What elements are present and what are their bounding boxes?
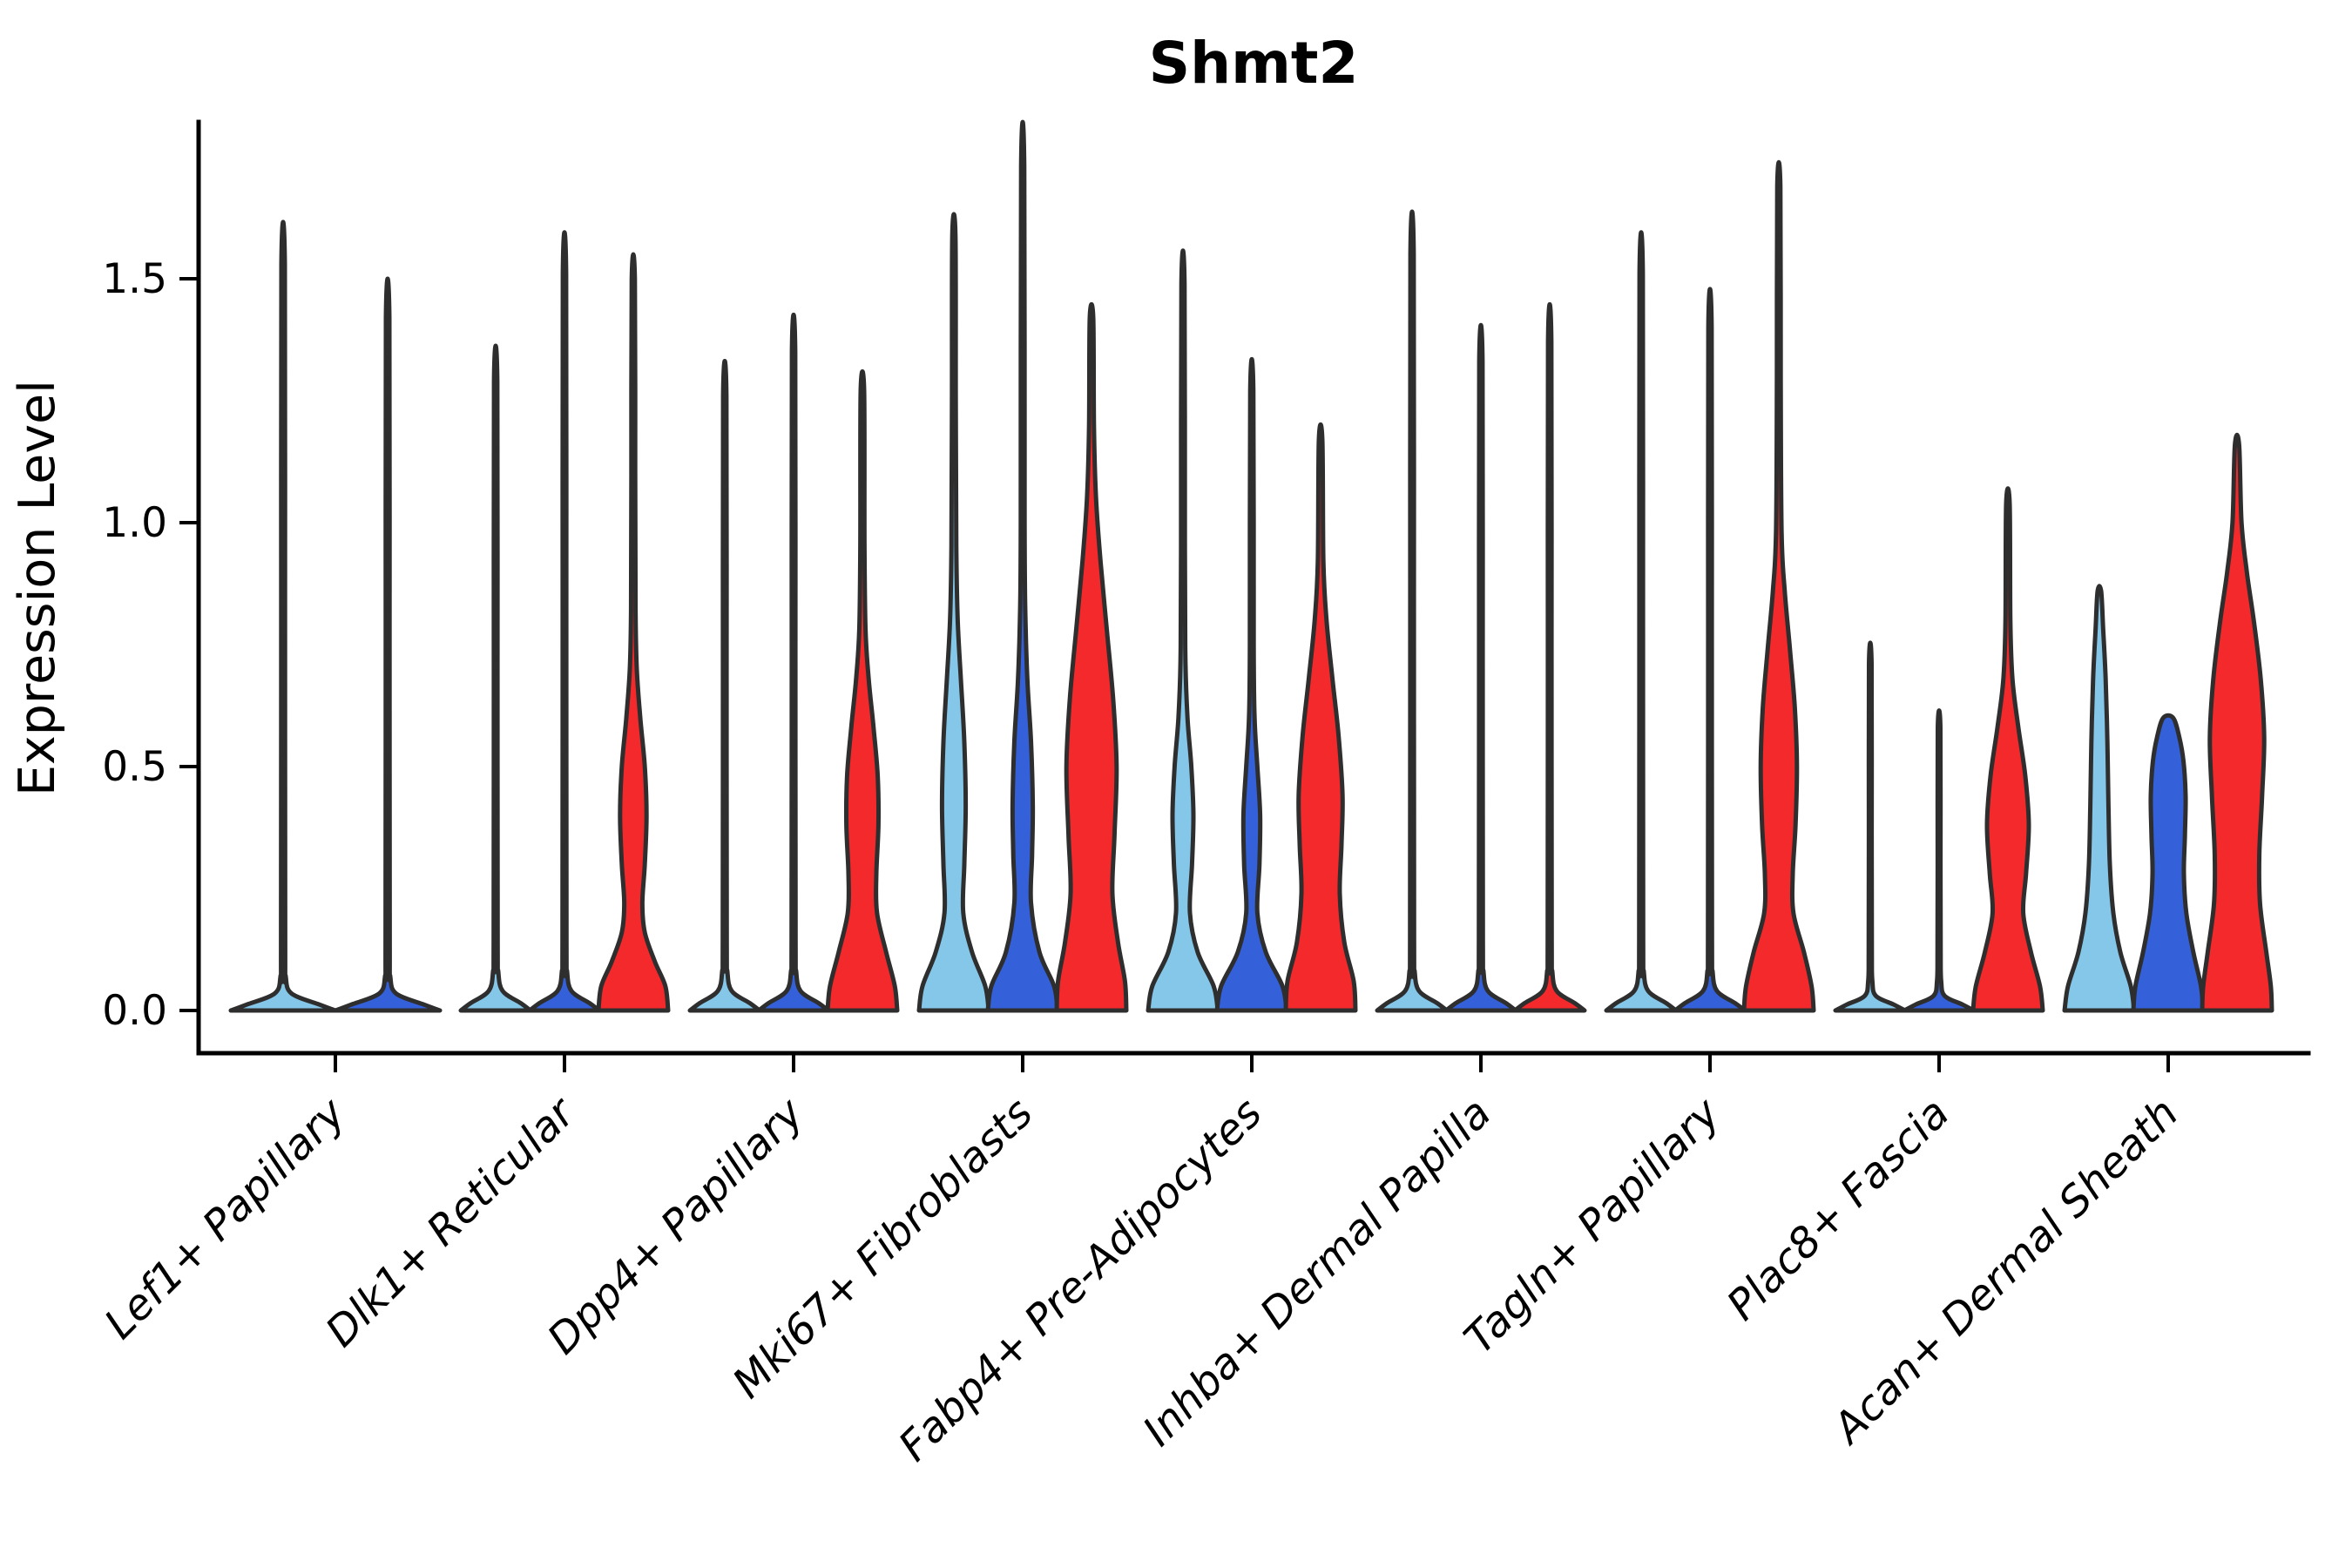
violin-acan-dermal-sheath-lightblue <box>2062 584 2137 1013</box>
x-tick-label-plac8-fascia: Plac8+ Fascia <box>1718 1089 1959 1330</box>
violin-tagln-papillary-red <box>1741 160 1816 1013</box>
y-axis-label: Expression Level <box>9 380 66 796</box>
violin-tagln-papillary-lightblue <box>1604 230 1679 1013</box>
x-tick-label-tagln-papillary: Tagln+ Papillary <box>1455 1088 1730 1363</box>
violin-dpp4-papillary-darkblue <box>756 313 831 1013</box>
violin-inhba-dermal-papilla-red <box>1512 302 1587 1013</box>
violin-fabp4-pre-adipocytes-red <box>1283 422 1358 1013</box>
violin-plac8-fascia-lightblue <box>1833 640 1908 1013</box>
y-tick-label: 1.5 <box>102 255 167 303</box>
violin-inhba-dermal-papilla-darkblue <box>1443 323 1518 1013</box>
violin-acan-dermal-sheath-red <box>2200 432 2274 1013</box>
violin-dpp4-papillary-lightblue <box>687 359 762 1013</box>
violin-mki67-fibroblasts-lightblue <box>916 212 991 1013</box>
violin-plac8-fascia-darkblue <box>1902 708 1977 1013</box>
violin-lef1-papillary-darkblue <box>333 276 443 1013</box>
axis-spines <box>196 119 2311 1056</box>
violin-plac8-fascia-red <box>1970 486 2045 1013</box>
violin-fabp4-pre-adipocytes-darkblue <box>1214 356 1289 1013</box>
violin-tagln-papillary-darkblue <box>1673 287 1747 1013</box>
violin-acan-dermal-sheath-darkblue <box>2131 713 2206 1013</box>
violin-dpp4-papillary-red <box>825 368 900 1013</box>
chart-title: Shmt2 <box>1149 30 1359 97</box>
y-tick-label: 0.0 <box>102 987 167 1035</box>
y-tick-label: 0.5 <box>102 743 167 791</box>
violin-mki67-fibroblasts-red <box>1054 301 1129 1013</box>
y-tick-label: 1.0 <box>102 499 167 547</box>
x-tick-label-fabp4-pre-adipocytes: Fabp4+ Pre-Adipocytes <box>889 1089 1272 1471</box>
x-tick-label-dlk1-reticular: Dlk1+ Reticular <box>316 1087 586 1357</box>
violin-dlk1-reticular-red <box>596 252 671 1013</box>
violin-dlk1-reticular-darkblue <box>527 230 602 1013</box>
x-tick-label-lef1-papillary: Lef1+ Papillary <box>95 1088 355 1348</box>
violin-inhba-dermal-papilla-lightblue <box>1375 209 1450 1013</box>
x-tick-label-dpp4-papillary: Dpp4+ Papillary <box>538 1088 814 1363</box>
violin-lef1-papillary-lightblue <box>228 220 338 1013</box>
violin-mki67-fibroblasts-darkblue <box>985 119 1060 1013</box>
violin-layer <box>228 119 2274 1013</box>
violin-dlk1-reticular-lightblue <box>458 343 533 1013</box>
violin-fabp4-pre-adipocytes-lightblue <box>1146 248 1220 1013</box>
